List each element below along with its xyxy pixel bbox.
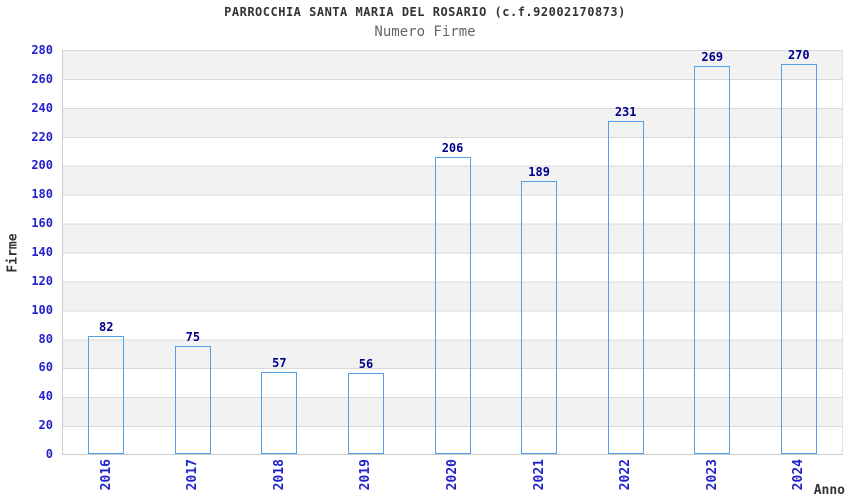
x-axis-labels: 2016 2017 2018 2019 2020 2021 2022 2023 2024 (63, 459, 842, 500)
bar-2019: 56 (347, 358, 384, 454)
bar-value-label: 270 (787, 48, 810, 63)
bar-value-label: 231 (614, 104, 637, 119)
bar-slot-2021: 189 (496, 50, 583, 454)
y-tick-label: 180 (31, 187, 53, 202)
chart-subtitle: Numero Firme (374, 24, 476, 40)
bar-value-label: 56 (358, 357, 374, 372)
bar-2016: 82 (88, 321, 125, 454)
bar-slot-2020: 206 (409, 50, 496, 454)
y-tick-label: 0 (45, 447, 53, 461)
y-tick-label: 200 (31, 158, 53, 173)
x-tick-label: 2016 (98, 459, 114, 491)
x-tick-label: 2022 (618, 459, 634, 491)
bar-slot-2022: 231 (582, 50, 669, 454)
chart-title: PARROCCHIA SANTA MARIA DEL ROSARIO (c.f.… (224, 5, 626, 19)
x-label-slot: 2021 (496, 459, 583, 500)
bar-2023: 269 (694, 51, 731, 454)
x-label-slot: 2023 (669, 459, 756, 500)
y-tick-label: 60 (38, 360, 53, 375)
y-tick-label: 140 (31, 245, 53, 259)
bar-slot-2017: 75 (150, 50, 237, 454)
x-label-slot: 2018 (236, 459, 323, 500)
bar-slot-2018: 57 (236, 50, 323, 454)
bar-slot-2016: 82 (63, 50, 150, 454)
x-label-slot: 2020 (409, 459, 496, 500)
bar-value-label: 75 (185, 329, 201, 344)
x-label-slot: 2019 (323, 459, 410, 500)
x-tick-label: 2020 (445, 459, 461, 491)
bar-2020: 206 (434, 142, 471, 454)
bars-container: 82 75 57 56 206 189 231 269 270 (63, 49, 843, 454)
y-tick-label: 220 (31, 129, 53, 144)
x-tick-label: 2021 (531, 459, 547, 491)
x-label-slot: 2016 (63, 459, 150, 500)
x-tick-label: 2019 (358, 459, 374, 491)
bar-slot-2023: 269 (669, 50, 756, 454)
x-label-slot: 2017 (150, 459, 237, 500)
x-label-slot: 2022 (582, 459, 669, 500)
y-tick-label: 80 (38, 331, 53, 346)
bar-slot-2019: 56 (323, 50, 410, 454)
x-tick-label: 2023 (704, 459, 720, 491)
y-tick-label: 280 (31, 43, 53, 57)
y-tick-label: 260 (31, 71, 53, 86)
x-tick-label: 2024 (791, 459, 807, 491)
bar-2018: 57 (261, 357, 298, 454)
y-axis-title: Firme (5, 233, 21, 273)
bar-value-label: 269 (701, 49, 724, 64)
y-tick-label: 100 (31, 302, 53, 317)
plot-area: 0 20 40 60 80 100 120 140 160 180 200 220 240 260 280 … (31, 44, 843, 490)
y-tick-label: 160 (31, 216, 53, 231)
bar-2021: 189 (521, 166, 558, 454)
bar-value-label: 206 (441, 140, 464, 155)
bar-slot-2024: 270 (756, 49, 843, 454)
y-tick-label: 40 (38, 389, 53, 404)
bar-value-label: 82 (99, 319, 114, 334)
bar-2024: 270 (780, 49, 817, 454)
x-tick-label: 2018 (271, 459, 287, 491)
bar-2022: 231 (607, 106, 644, 454)
y-tick-label: 120 (31, 273, 53, 288)
bar-value-label: 189 (528, 165, 550, 180)
y-tick-label: 240 (31, 100, 53, 115)
bar-value-label: 57 (272, 355, 287, 370)
x-tick-label: 2017 (185, 459, 201, 491)
bar-2017: 75 (174, 331, 211, 454)
x-axis-title: Anno (813, 483, 845, 498)
y-tick-label: 20 (38, 418, 53, 433)
